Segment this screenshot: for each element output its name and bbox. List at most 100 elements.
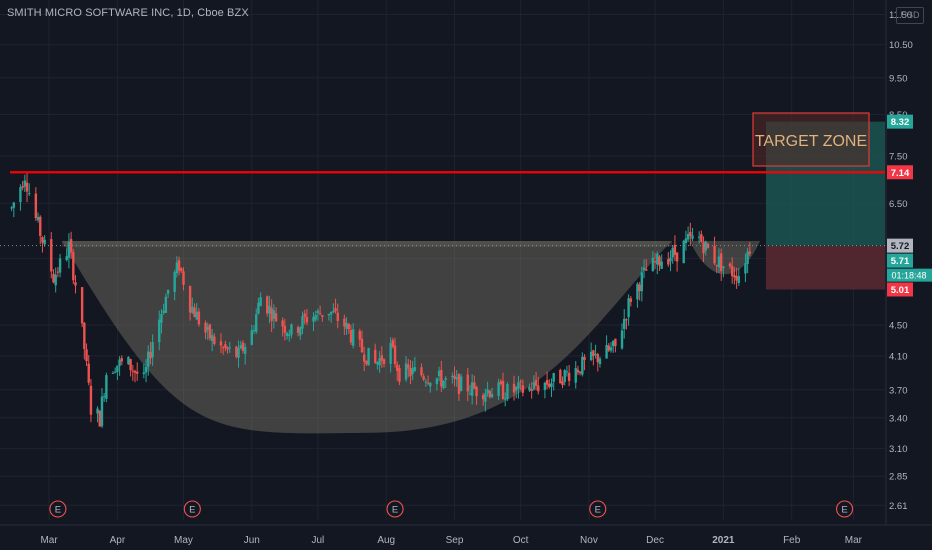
y-tick-label: 3.10 [889, 444, 908, 455]
candle-body [744, 263, 747, 274]
candle-body [642, 267, 646, 271]
candle-body [85, 349, 88, 362]
candle-body [481, 395, 485, 400]
candle-body [459, 376, 463, 391]
candle-body [497, 382, 500, 396]
candle-body [52, 273, 55, 283]
target-price-label-box [887, 114, 913, 129]
candle-body [39, 216, 42, 237]
candle-body [578, 371, 582, 374]
candle-body [704, 241, 707, 251]
candle-body [241, 342, 245, 351]
candle-body [224, 344, 227, 348]
candle-body [719, 253, 723, 272]
candle-body [730, 266, 734, 277]
candle-body [702, 242, 705, 254]
candle-body [69, 239, 73, 253]
resistance-price-label: 7.14 [891, 168, 910, 179]
candle-body [407, 364, 410, 369]
candle-body [409, 368, 412, 377]
candle-body [182, 271, 185, 285]
earnings-marker-label: E [392, 505, 398, 516]
candle-body [733, 275, 736, 278]
x-tick-label: 2021 [712, 535, 735, 546]
candle-body [327, 313, 331, 316]
candle-body [23, 180, 27, 187]
candle-body [180, 268, 183, 272]
candle-body [10, 207, 13, 209]
y-tick-label: 9.50 [889, 73, 908, 84]
candle-body [347, 323, 350, 330]
candle-body [285, 333, 289, 337]
candle-body [563, 370, 566, 383]
candle-body [623, 318, 626, 329]
candle-body [360, 338, 364, 353]
candle-body [466, 374, 469, 392]
candle-body [149, 351, 152, 359]
candle-body [592, 350, 595, 357]
candle-body [74, 282, 77, 286]
earnings-marker [183, 500, 201, 518]
candle-body [391, 340, 395, 347]
last-price-label-box [887, 253, 913, 268]
candle-body [515, 387, 518, 391]
candle-body [691, 235, 694, 239]
candle-body [362, 354, 366, 362]
candle-body [697, 236, 701, 238]
candle-body [673, 244, 677, 255]
earnings-marker [49, 500, 67, 518]
candle-body [411, 367, 414, 374]
candle-body [54, 274, 57, 286]
candle-body [490, 394, 494, 398]
candle-body [437, 370, 441, 377]
candle-body [728, 263, 732, 267]
y-tick-label: 2.61 [889, 501, 908, 512]
candle-body [468, 393, 472, 395]
currency-button[interactable]: USD [896, 7, 924, 24]
candle-body [581, 356, 584, 375]
candle-body [43, 239, 46, 245]
candle-body [131, 370, 135, 372]
y-tick-label: 10.50 [889, 40, 913, 51]
countdown-box [887, 268, 932, 282]
candle-body [700, 234, 703, 242]
candle-body [255, 314, 258, 332]
candle-body [706, 243, 710, 249]
candle-body [72, 252, 75, 281]
candle-body [594, 354, 597, 356]
candle-body [175, 262, 179, 274]
candle-body [204, 322, 207, 333]
candle-body [50, 239, 53, 272]
y-tick-label: 4.50 [889, 321, 908, 332]
x-tick-label: Jul [312, 535, 325, 546]
y-tick-label: 2.85 [889, 472, 908, 483]
x-tick-label: Nov [580, 535, 598, 546]
y-tick-label: 11.50 [889, 10, 912, 21]
candle-body [746, 251, 749, 264]
candle-body [301, 316, 304, 329]
candle-body [160, 313, 163, 323]
candle-body [713, 245, 716, 264]
x-tick-label: Aug [377, 535, 395, 546]
candle-body [221, 347, 225, 349]
candle-body [65, 256, 68, 261]
candle-body [318, 313, 322, 315]
y-tick-label: 7.50 [889, 151, 908, 162]
candle-body [611, 340, 615, 347]
candle-body [620, 330, 624, 349]
candle-body [530, 389, 533, 392]
stop-price-label-box [887, 282, 913, 297]
candle-body [499, 381, 503, 384]
candle-body [158, 319, 161, 343]
candle-body [660, 261, 663, 269]
candle-body [365, 360, 368, 365]
candle-body [686, 234, 690, 240]
x-tick-label: Mar [40, 535, 58, 546]
candle-body [669, 257, 672, 262]
candle-body [206, 326, 209, 331]
candle-body [534, 379, 538, 386]
x-tick-label: Feb [783, 535, 801, 546]
candle-body [272, 310, 276, 319]
